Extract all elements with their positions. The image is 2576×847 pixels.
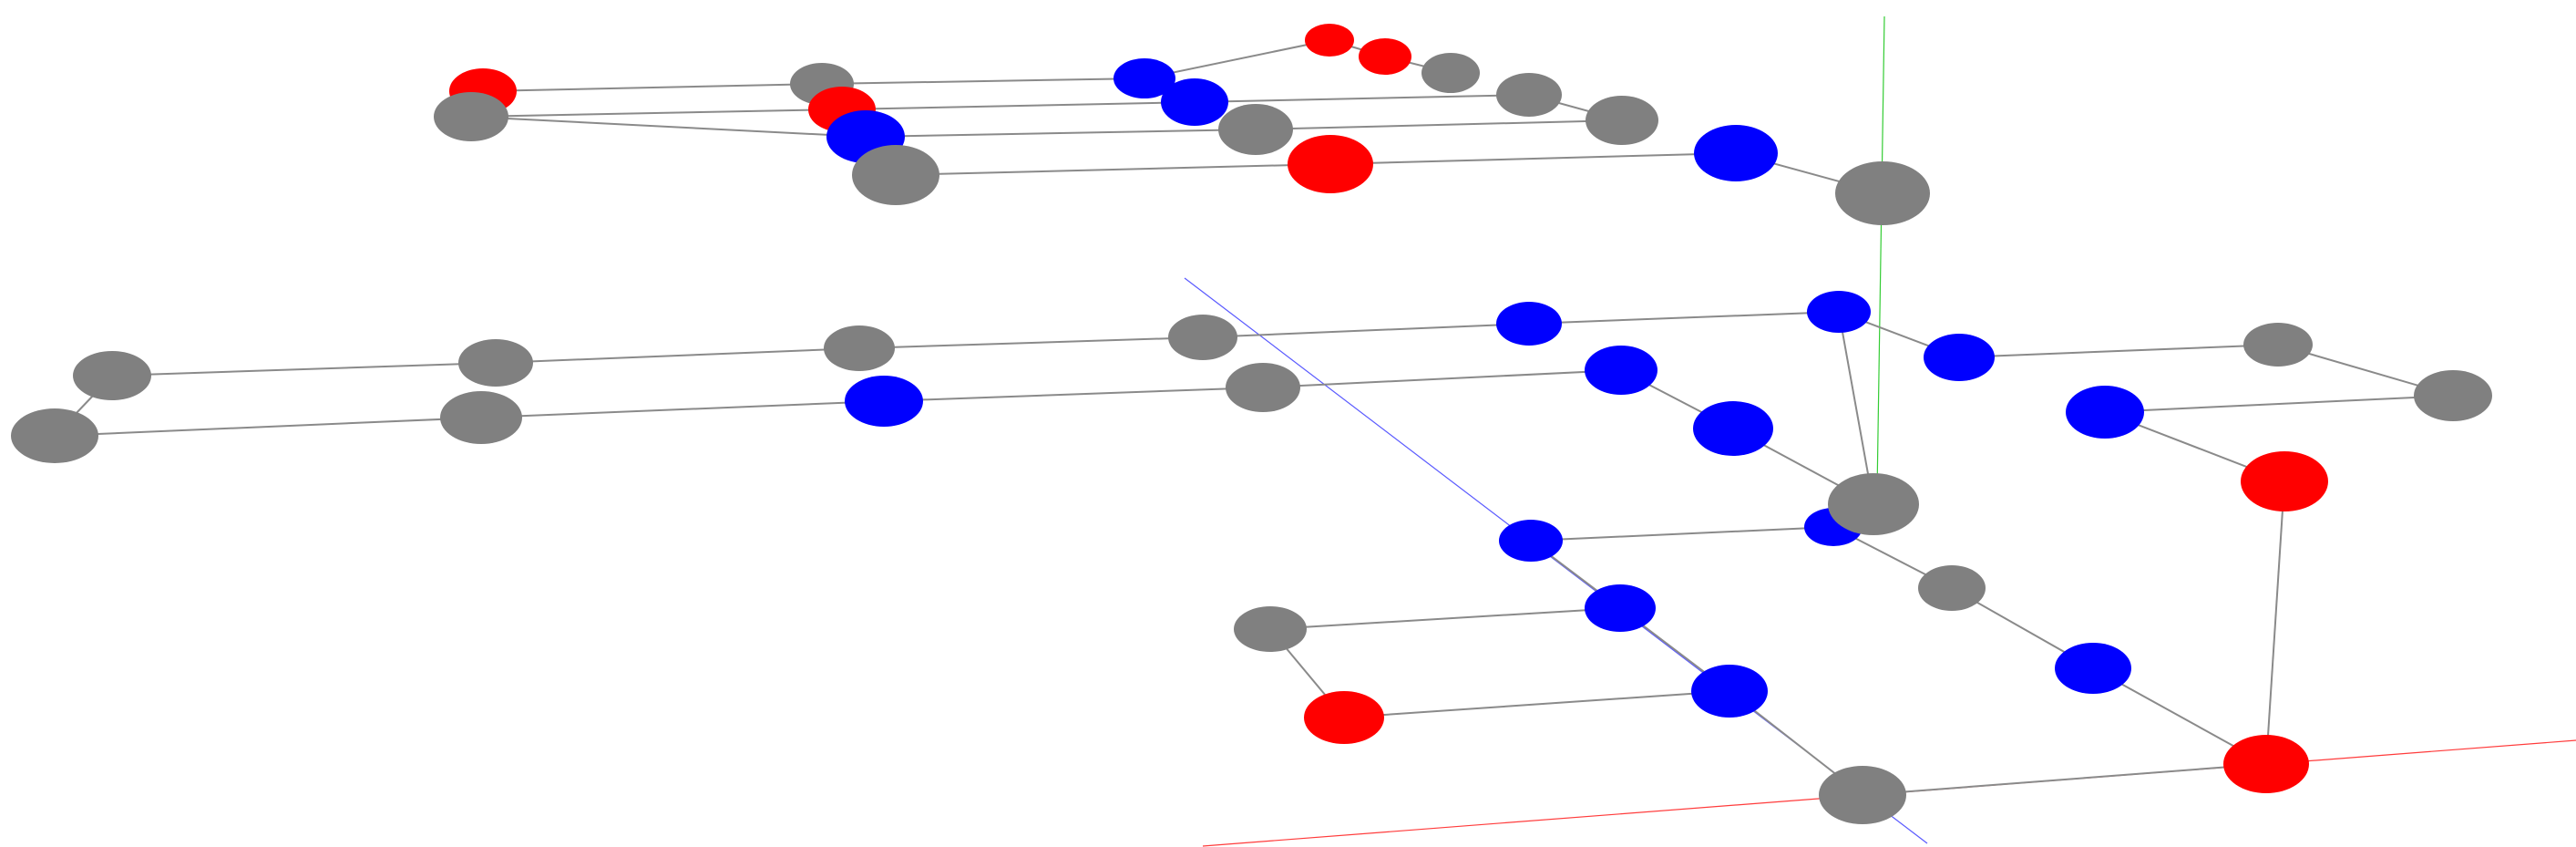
bond <box>111 362 497 377</box>
carbon-atom[interactable] <box>73 351 151 400</box>
oxygen-atom[interactable] <box>2241 451 2328 511</box>
nitrogen-atom[interactable] <box>1496 302 1562 346</box>
nitrogen-atom[interactable] <box>1585 346 1657 395</box>
nitrogen-atom[interactable] <box>845 376 923 427</box>
carbon-atom[interactable] <box>1218 104 1293 155</box>
bond <box>1262 369 1622 388</box>
nitrogen-atom[interactable] <box>1807 291 1871 333</box>
bond <box>1202 323 1530 338</box>
carbon-atom[interactable] <box>1496 73 1562 117</box>
carbon-atom[interactable] <box>1226 363 1300 412</box>
nitrogen-atom[interactable] <box>2066 386 2144 439</box>
carbon-atom[interactable] <box>440 391 522 444</box>
bond <box>865 129 1257 138</box>
bond <box>1528 311 1840 325</box>
bond <box>1194 94 1530 103</box>
nitrogen-atom[interactable] <box>2055 643 2131 694</box>
carbon-atom[interactable] <box>2243 323 2313 367</box>
carbon-atom[interactable] <box>852 145 939 205</box>
carbon-atom[interactable] <box>1234 606 1307 652</box>
bond <box>470 108 843 118</box>
bond <box>54 417 482 437</box>
carbon-atom[interactable] <box>1421 53 1480 93</box>
bond <box>1255 119 1623 130</box>
oxygen-atom[interactable] <box>1305 24 1354 57</box>
bond <box>1343 690 1730 718</box>
carbon-atom[interactable] <box>1828 473 1919 535</box>
nitrogen-atom[interactable] <box>1499 520 1563 562</box>
axes-group <box>1184 15 2576 847</box>
nitrogen-atom[interactable] <box>1114 58 1175 98</box>
carbon-atom[interactable] <box>1586 96 1658 145</box>
nitrogen-atom[interactable] <box>1585 584 1656 632</box>
carbon-atom[interactable] <box>1835 161 1930 225</box>
oxygen-atom[interactable] <box>1304 691 1384 744</box>
bond <box>858 336 1204 349</box>
nitrogen-atom[interactable] <box>1693 401 1773 456</box>
bond <box>895 163 1331 176</box>
bond <box>1958 344 2279 358</box>
bond <box>480 400 885 418</box>
nitrogen-atom[interactable] <box>1924 334 1995 381</box>
carbon-atom[interactable] <box>1819 766 1906 824</box>
bond <box>841 101 1196 110</box>
nitrogen-atom[interactable] <box>1694 125 1778 181</box>
carbon-atom[interactable] <box>434 92 508 141</box>
bond <box>470 116 867 138</box>
oxygen-atom[interactable] <box>1288 135 1373 193</box>
bond <box>2265 480 2285 765</box>
carbon-atom[interactable] <box>11 408 98 463</box>
bond <box>495 347 860 364</box>
carbon-atom[interactable] <box>824 325 895 371</box>
bond <box>1144 39 1330 79</box>
carbon-atom[interactable] <box>2414 370 2492 421</box>
bond <box>883 387 1264 402</box>
bond <box>482 83 823 92</box>
carbon-atom[interactable] <box>1168 315 1237 360</box>
bond <box>1269 607 1621 630</box>
bond <box>2104 395 2454 413</box>
carbon-atom[interactable] <box>458 339 533 387</box>
nitrogen-atom[interactable] <box>1691 665 1768 718</box>
carbon-atom[interactable] <box>1918 565 1986 611</box>
bond <box>1862 763 2267 796</box>
nitrogen-atom[interactable] <box>1161 78 1228 126</box>
bond <box>1530 526 1834 542</box>
bond <box>1329 152 1737 165</box>
oxygen-atom[interactable] <box>2223 735 2309 793</box>
bond <box>1838 311 1874 505</box>
atoms-group <box>11 24 2492 824</box>
oxygen-atom[interactable] <box>1359 38 1411 75</box>
bond <box>821 77 1145 85</box>
y-axis <box>1876 15 1885 493</box>
